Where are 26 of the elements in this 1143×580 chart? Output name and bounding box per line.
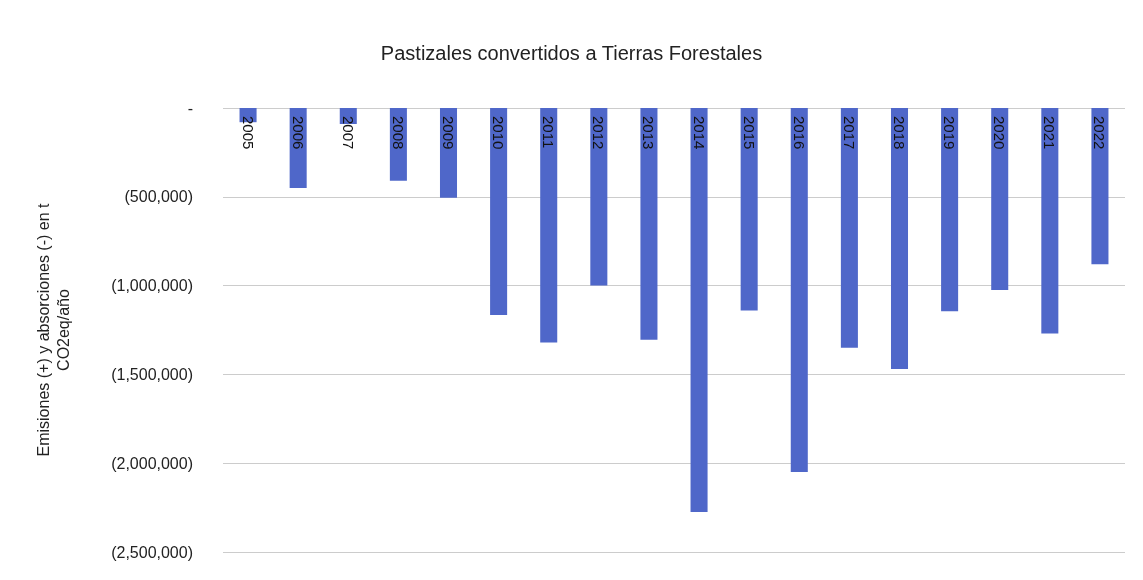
y-tick-label: (2,500,000) bbox=[111, 543, 193, 561]
x-tick-label: 2020 bbox=[991, 116, 1009, 150]
y-axis-title: Emisiones (+) y absorciones (-) en t CO2eq/año bbox=[34, 202, 72, 457]
x-tick-label: 2005 bbox=[239, 116, 257, 150]
x-tick-label: 2019 bbox=[941, 116, 959, 150]
x-tick-label: 2017 bbox=[840, 116, 858, 150]
y-tick-label: (1,500,000) bbox=[111, 365, 193, 383]
x-tick-label: 2011 bbox=[540, 116, 558, 149]
y-tick-label: (2,000,000) bbox=[111, 454, 193, 472]
x-tick-label: 2016 bbox=[790, 116, 808, 150]
x-tick-label: 2006 bbox=[289, 116, 307, 150]
x-tick-label: 2013 bbox=[640, 116, 658, 150]
x-tick-label: 2010 bbox=[490, 116, 508, 150]
y-tick-label: (1,000,000) bbox=[111, 277, 193, 295]
x-tick-label: 2007 bbox=[339, 116, 357, 150]
y-tick-label: - bbox=[187, 99, 193, 117]
x-tick-label: 2021 bbox=[1041, 116, 1059, 150]
x-tick-label: 2008 bbox=[389, 116, 407, 150]
x-tick-label: 2009 bbox=[440, 116, 457, 150]
x-tick-label: 2012 bbox=[590, 116, 608, 150]
x-tick-label: 2022 bbox=[1091, 116, 1109, 150]
y-tick-label: (500,000) bbox=[124, 188, 193, 206]
x-tick-label: 2018 bbox=[891, 116, 908, 150]
x-tick-label: 2015 bbox=[740, 116, 758, 150]
chart-title: Pastizales convertidos a Tierras Forestales bbox=[380, 42, 763, 64]
x-tick-label: 2014 bbox=[690, 116, 708, 150]
